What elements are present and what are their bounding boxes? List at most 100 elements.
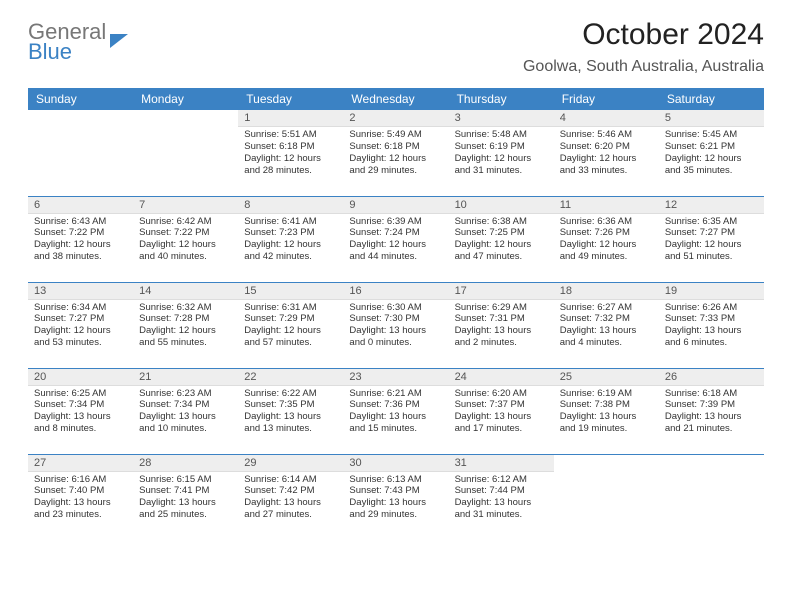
day-detail: Sunrise: 6:36 AMSunset: 7:26 PMDaylight:… [554,216,659,268]
day-number: 10 [449,197,554,214]
sunrise-line: Sunrise: 6:15 AM [139,474,232,486]
day-cell [28,110,133,196]
day-number: 8 [238,197,343,214]
page-title: October 2024 [523,18,764,52]
header: General Blue October 2024 Goolwa, South … [28,18,764,76]
col-header: Wednesday [343,88,448,110]
sunrise-line: Sunrise: 5:51 AM [244,129,337,141]
calendar-table: Sunday Monday Tuesday Wednesday Thursday… [28,88,764,540]
daylight-line: Daylight: 12 hours and 29 minutes. [349,153,442,177]
day-detail: Sunrise: 6:13 AMSunset: 7:43 PMDaylight:… [343,474,448,526]
daylight-line: Daylight: 12 hours and 28 minutes. [244,153,337,177]
col-header: Tuesday [238,88,343,110]
sunrise-line: Sunrise: 6:38 AM [455,216,548,228]
day-number: 27 [28,455,133,472]
daylight-line: Daylight: 13 hours and 0 minutes. [349,325,442,349]
sunset-line: Sunset: 7:27 PM [665,227,758,239]
sunset-line: Sunset: 7:44 PM [455,485,548,497]
sunset-line: Sunset: 6:18 PM [244,141,337,153]
day-number: 26 [659,369,764,386]
week-row: 20Sunrise: 6:25 AMSunset: 7:34 PMDayligh… [28,368,764,454]
sunrise-line: Sunrise: 5:45 AM [665,129,758,141]
day-number: 31 [449,455,554,472]
day-detail: Sunrise: 5:49 AMSunset: 6:18 PMDaylight:… [343,129,448,181]
day-detail: Sunrise: 5:48 AMSunset: 6:19 PMDaylight:… [449,129,554,181]
sunrise-line: Sunrise: 6:18 AM [665,388,758,400]
sunrise-line: Sunrise: 6:36 AM [560,216,653,228]
sunset-line: Sunset: 7:22 PM [34,227,127,239]
col-header: Sunday [28,88,133,110]
day-cell: 29Sunrise: 6:14 AMSunset: 7:42 PMDayligh… [238,454,343,540]
daylight-line: Daylight: 12 hours and 49 minutes. [560,239,653,263]
sunrise-line: Sunrise: 6:19 AM [560,388,653,400]
daylight-line: Daylight: 13 hours and 4 minutes. [560,325,653,349]
sunrise-line: Sunrise: 6:25 AM [34,388,127,400]
day-cell [659,454,764,540]
day-cell: 8Sunrise: 6:41 AMSunset: 7:23 PMDaylight… [238,196,343,282]
daylight-line: Daylight: 12 hours and 57 minutes. [244,325,337,349]
daylight-line: Daylight: 13 hours and 25 minutes. [139,497,232,521]
day-number: 23 [343,369,448,386]
day-number: 30 [343,455,448,472]
sunrise-line: Sunrise: 6:27 AM [560,302,653,314]
day-detail: Sunrise: 6:18 AMSunset: 7:39 PMDaylight:… [659,388,764,440]
sunrise-line: Sunrise: 6:22 AM [244,388,337,400]
col-header: Monday [133,88,238,110]
daylight-line: Daylight: 13 hours and 21 minutes. [665,411,758,435]
day-detail: Sunrise: 5:45 AMSunset: 6:21 PMDaylight:… [659,129,764,181]
day-cell: 7Sunrise: 6:42 AMSunset: 7:22 PMDaylight… [133,196,238,282]
sunrise-line: Sunrise: 6:16 AM [34,474,127,486]
logo-text: General Blue [28,22,106,62]
day-cell: 1 Sunrise: 5:51 AMSunset: 6:18 PMDaylight… [238,110,343,196]
day-number: 13 [28,283,133,300]
calendar-body: 1Sunrise: 5:51 AMSunset: 6:18 PMDaylight… [28,110,764,540]
sunset-line: Sunset: 7:36 PM [349,399,442,411]
sunset-line: Sunset: 7:28 PM [139,313,232,325]
day-number: 12 [659,197,764,214]
day-detail: Sunrise: 6:42 AMSunset: 7:22 PMDaylight:… [133,216,238,268]
day-number: 6 [28,197,133,214]
daylight-line: Daylight: 12 hours and 55 minutes. [139,325,232,349]
logo-line2: Blue [28,42,106,62]
day-number: 1 [238,110,343,127]
day-cell: 27Sunrise: 6:16 AMSunset: 7:40 PMDayligh… [28,454,133,540]
day-cell: 28 Sunrise: 6:15 AMSunset: 7:41 PMDayligh… [133,454,238,540]
sunset-line: Sunset: 7:42 PM [244,485,337,497]
sunset-line: Sunset: 7:38 PM [560,399,653,411]
day-detail: Sunrise: 6:19 AMSunset: 7:38 PMDaylight:… [554,388,659,440]
sunset-line: Sunset: 7:29 PM [244,313,337,325]
day-detail: Sunrise: 6:25 AMSunset: 7:34 PMDaylight:… [28,388,133,440]
day-cell: 12Sunrise: 6:35 AMSunset: 7:27 PMDayligh… [659,196,764,282]
sunrise-line: Sunrise: 5:46 AM [560,129,653,141]
day-cell: 25Sunrise: 6:19 AMSunset: 7:38 PMDayligh… [554,368,659,454]
day-number: 17 [449,283,554,300]
day-detail: Sunrise: 6:12 AMSunset: 7:44 PMDaylight:… [449,474,554,526]
sunset-line: Sunset: 6:19 PM [455,141,548,153]
day-cell: 14Sunrise: 6:32 AMSunset: 7:28 PMDayligh… [133,282,238,368]
sunset-line: Sunset: 6:21 PM [665,141,758,153]
daylight-line: Daylight: 13 hours and 13 minutes. [244,411,337,435]
day-detail: Sunrise: 6:29 AMSunset: 7:31 PMDaylight:… [449,302,554,354]
day-number: 3 [449,110,554,127]
sunset-line: Sunset: 7:39 PM [665,399,758,411]
sunset-line: Sunset: 7:34 PM [34,399,127,411]
week-row: 13Sunrise: 6:34 AMSunset: 7:27 PMDayligh… [28,282,764,368]
day-detail: Sunrise: 6:22 AMSunset: 7:35 PMDaylight:… [238,388,343,440]
day-detail: Sunrise: 6:14 AMSunset: 7:42 PMDaylight:… [238,474,343,526]
day-detail: Sunrise: 6:15 AMSunset: 7:41 PMDaylight:… [133,474,238,526]
sunrise-line: Sunrise: 6:42 AM [139,216,232,228]
day-number: 2 [343,110,448,127]
sunrise-line: Sunrise: 5:48 AM [455,129,548,141]
day-cell: 2 Sunrise: 5:49 AMSunset: 6:18 PMDaylight… [343,110,448,196]
day-cell: 5Sunrise: 5:45 AMSunset: 6:21 PMDaylight… [659,110,764,196]
calendar-header-row: Sunday Monday Tuesday Wednesday Thursday… [28,88,764,110]
day-detail: Sunrise: 6:38 AMSunset: 7:25 PMDaylight:… [449,216,554,268]
sunset-line: Sunset: 7:41 PM [139,485,232,497]
day-cell: 9Sunrise: 6:39 AMSunset: 7:24 PMDaylight… [343,196,448,282]
day-number: 28 [133,455,238,472]
sunset-line: Sunset: 7:25 PM [455,227,548,239]
sunset-line: Sunset: 7:34 PM [139,399,232,411]
day-cell: 15Sunrise: 6:31 AMSunset: 7:29 PMDayligh… [238,282,343,368]
day-cell: 13Sunrise: 6:34 AMSunset: 7:27 PMDayligh… [28,282,133,368]
day-number: 15 [238,283,343,300]
